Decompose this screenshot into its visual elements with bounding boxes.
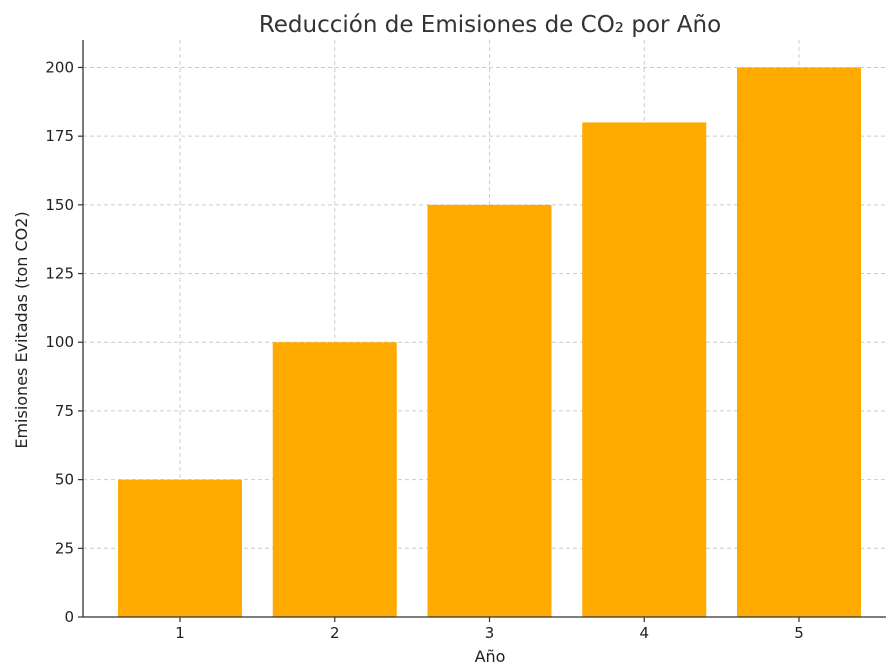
bar — [737, 67, 861, 617]
bar — [582, 122, 707, 617]
y-axis-label: Emisiones Evitadas (ton CO2) — [12, 211, 31, 448]
y-tick-label: 0 — [64, 608, 74, 626]
bar — [272, 342, 397, 617]
x-tick-label: 1 — [175, 624, 185, 642]
x-tick-label: 4 — [639, 624, 649, 642]
y-tick-label: 50 — [55, 471, 74, 489]
y-tick-label: 150 — [45, 196, 74, 214]
y-tick-label: 125 — [45, 265, 74, 283]
bars — [118, 67, 861, 617]
y-tick-label: 75 — [55, 402, 74, 420]
y-tick-label: 175 — [45, 127, 74, 145]
y-tick-label: 25 — [55, 539, 74, 557]
bar — [118, 479, 242, 617]
y-tick-label: 100 — [45, 333, 74, 351]
x-ticks: 1 2 3 4 5 — [175, 617, 804, 642]
y-ticks: 0 25 50 75 100 125 150 175 200 — [45, 58, 83, 626]
x-tick-label: 3 — [485, 624, 495, 642]
y-tick-label: 200 — [45, 58, 74, 76]
x-axis-label: Año — [475, 647, 506, 666]
x-tick-label: 5 — [794, 624, 804, 642]
bar — [427, 204, 552, 617]
x-tick-label: 2 — [330, 624, 340, 642]
chart-title: Reducción de Emisiones de CO₂ por Año — [259, 12, 721, 38]
